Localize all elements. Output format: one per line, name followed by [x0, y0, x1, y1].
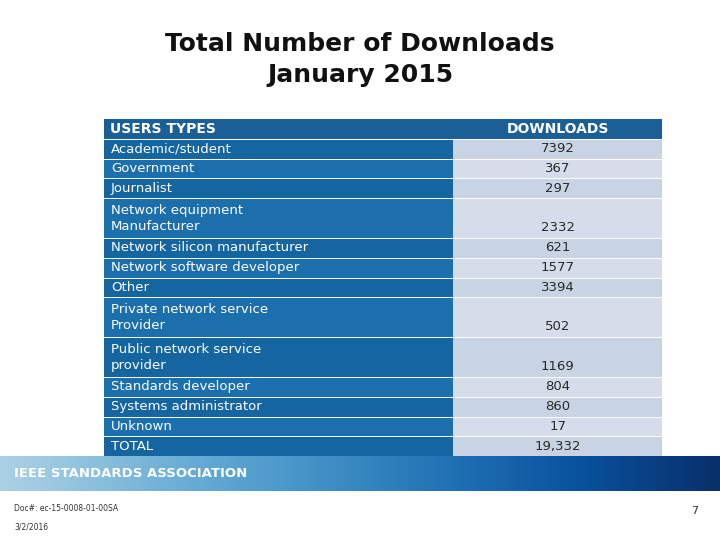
FancyBboxPatch shape	[104, 258, 453, 278]
FancyBboxPatch shape	[104, 178, 453, 198]
Text: Journalist: Journalist	[111, 182, 173, 195]
Text: Network silicon manufacturer: Network silicon manufacturer	[111, 241, 308, 254]
FancyBboxPatch shape	[104, 159, 453, 178]
FancyBboxPatch shape	[104, 337, 453, 377]
FancyBboxPatch shape	[104, 198, 453, 238]
FancyBboxPatch shape	[453, 258, 662, 278]
Text: 804: 804	[545, 380, 570, 393]
Text: DOWNLOADS: DOWNLOADS	[507, 122, 609, 136]
Text: Unknown: Unknown	[111, 420, 173, 433]
Text: Network equipment
Manufacturer: Network equipment Manufacturer	[111, 204, 243, 233]
FancyBboxPatch shape	[453, 139, 662, 159]
FancyBboxPatch shape	[104, 139, 453, 159]
FancyBboxPatch shape	[453, 337, 662, 377]
Text: Private network service
Provider: Private network service Provider	[111, 303, 269, 332]
FancyBboxPatch shape	[453, 278, 662, 298]
Text: 860: 860	[545, 400, 570, 413]
Text: 367: 367	[545, 162, 570, 175]
Text: USERS TYPES: USERS TYPES	[110, 122, 216, 136]
FancyBboxPatch shape	[453, 377, 662, 397]
Text: 3394: 3394	[541, 281, 575, 294]
FancyBboxPatch shape	[104, 416, 453, 436]
Text: Other: Other	[111, 281, 149, 294]
Text: Academic/student: Academic/student	[111, 142, 232, 155]
Text: Systems administrator: Systems administrator	[111, 400, 262, 413]
FancyBboxPatch shape	[453, 159, 662, 178]
FancyBboxPatch shape	[453, 436, 662, 456]
Text: 3/2/2016: 3/2/2016	[14, 523, 48, 532]
Text: Network software developer: Network software developer	[111, 261, 300, 274]
FancyBboxPatch shape	[104, 298, 453, 337]
Text: 502: 502	[545, 320, 570, 333]
Text: 7392: 7392	[541, 142, 575, 155]
Text: Public network service
provider: Public network service provider	[111, 342, 261, 372]
Text: Standards developer: Standards developer	[111, 380, 250, 393]
Text: Doc#: ec-15-0008-01-00SA: Doc#: ec-15-0008-01-00SA	[14, 503, 119, 512]
Text: 1169: 1169	[541, 360, 575, 373]
Text: 621: 621	[545, 241, 570, 254]
FancyBboxPatch shape	[104, 278, 453, 298]
FancyBboxPatch shape	[453, 178, 662, 198]
FancyBboxPatch shape	[104, 119, 662, 139]
FancyBboxPatch shape	[453, 238, 662, 258]
FancyBboxPatch shape	[104, 436, 453, 456]
Text: 19,332: 19,332	[534, 440, 581, 453]
FancyBboxPatch shape	[453, 298, 662, 337]
Text: Government: Government	[111, 162, 194, 175]
Text: TOTAL: TOTAL	[111, 440, 153, 453]
Text: 1577: 1577	[541, 261, 575, 274]
Text: 17: 17	[549, 420, 566, 433]
Text: Total Number of Downloads
January 2015: Total Number of Downloads January 2015	[166, 32, 554, 87]
FancyBboxPatch shape	[453, 397, 662, 416]
FancyBboxPatch shape	[453, 416, 662, 436]
FancyBboxPatch shape	[104, 377, 453, 397]
FancyBboxPatch shape	[104, 397, 453, 416]
Text: 7: 7	[691, 506, 698, 516]
FancyBboxPatch shape	[453, 198, 662, 238]
Text: 2332: 2332	[541, 221, 575, 234]
Text: IEEE STANDARDS ASSOCIATION: IEEE STANDARDS ASSOCIATION	[14, 467, 248, 481]
FancyBboxPatch shape	[104, 238, 453, 258]
Text: 297: 297	[545, 182, 570, 195]
